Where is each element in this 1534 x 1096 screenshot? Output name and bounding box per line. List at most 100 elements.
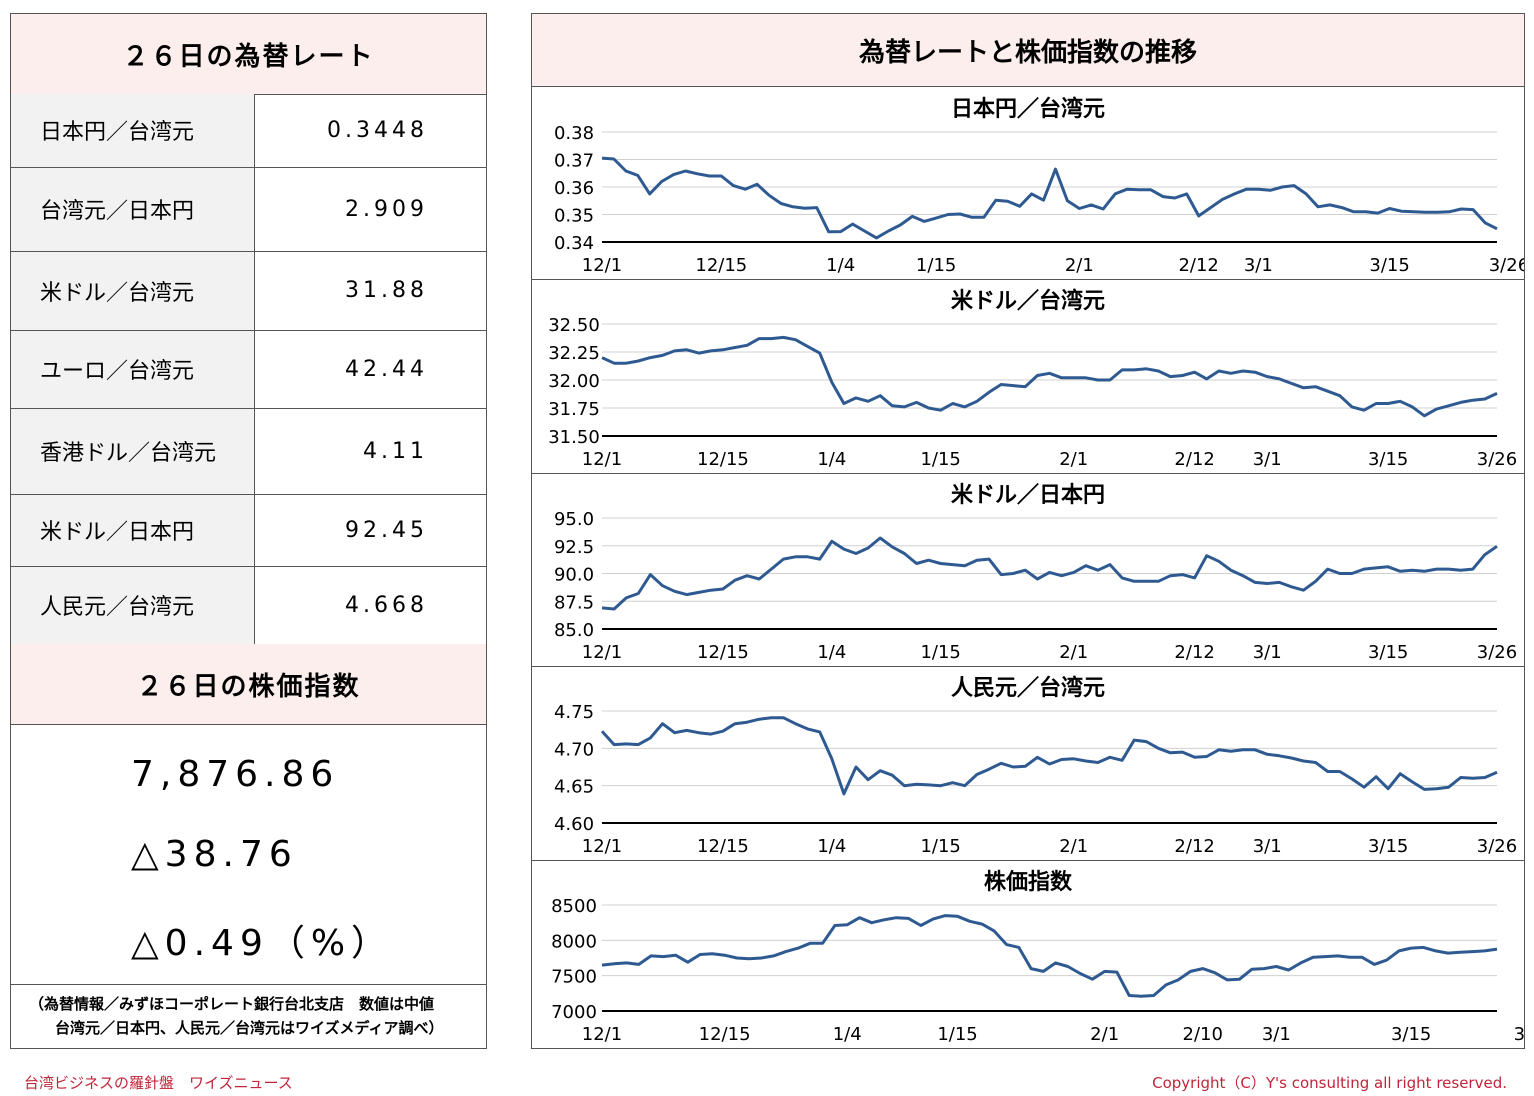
y-tick-label: 0.35: [554, 206, 594, 227]
source-note-line1: （為替情報／みずほコーポレート銀行台北支店 数値は中値: [29, 995, 435, 1013]
series-line: [601, 536, 1498, 611]
rate-value: 2.909: [254, 167, 486, 252]
rate-value: 31.88: [254, 251, 486, 331]
x-tick-label: 2/1: [1065, 255, 1094, 276]
rate-row: 日本円／台湾元 0.3448: [11, 94, 486, 168]
x-tick-label: 2/12: [1174, 642, 1214, 663]
y-tick-label: 0.36: [554, 178, 594, 199]
x-tick-label: 2/12: [1174, 836, 1214, 857]
stock-title: ２６日の株価指数: [11, 644, 486, 725]
y-tick-label: 31.50: [548, 427, 600, 448]
source-note-line2: 台湾元／日本円、人民元／台湾元はワイズメディア調べ）: [55, 1019, 444, 1037]
rate-row: 米ドル／台湾元 31.88: [11, 251, 486, 331]
rates-panel: ２６日の為替レート 日本円／台湾元 0.3448 台湾元／日本円 2.909 米ドル／台…: [10, 13, 487, 1049]
y-tick-label: 8000: [551, 931, 597, 952]
rate-row: 台湾元／日本円 2.909: [11, 167, 486, 252]
x-tick-label: 12/1: [582, 1024, 622, 1045]
chart-title: 人民元／台湾元: [950, 676, 1105, 701]
charts-panel: 為替レートと株価指数の推移 日本円／台湾元 0.38 0.37 0.36 0.35 0.3…: [531, 13, 1525, 1049]
x-tick-label: 1/15: [920, 642, 960, 663]
footer-copyright: Copyright（C）Y's consulting all right res…: [1152, 1074, 1507, 1092]
y-tick-label: 87.5: [554, 592, 594, 613]
chart-2: 米ドル／日本円 95.0 92.5 90.0 87.5 85.0 12/1 12/15 1/4 1…: [532, 473, 1524, 667]
x-tick-label: 1/4: [817, 642, 846, 663]
x-tick-label: 12/1: [582, 642, 622, 663]
x-tick-label: 3/15: [1391, 1024, 1431, 1045]
rate-value: 4.668: [254, 566, 486, 645]
x-tick-label: 3/15: [1368, 449, 1408, 470]
rate-row: 香港ドル／台湾元 4.11: [11, 408, 486, 495]
rate-value: 0.3448: [254, 94, 486, 168]
y-tick-label: 7500: [551, 967, 597, 988]
x-tick-label: 3/15: [1369, 255, 1409, 276]
rates-title: ２６日の為替レート: [11, 14, 486, 95]
stock-index-change-percent: △0.49（%）: [131, 923, 394, 964]
x-tick-label: 1/4: [817, 449, 846, 470]
source-note: （為替情報／みずほコーポレート銀行台北支店 数値は中値 台湾元／日本円、人民元／…: [11, 992, 486, 1040]
x-tick-label: 3/26: [1477, 642, 1517, 663]
x-tick-label: 2/1: [1059, 642, 1088, 663]
y-tick-label: 32.25: [548, 343, 600, 364]
rate-pair-label: ユーロ／台湾元: [11, 330, 255, 409]
rate-row: ユーロ／台湾元 42.44: [11, 330, 486, 409]
x-tick-label: 3/1: [1262, 1024, 1291, 1045]
x-tick-label: 1/15: [920, 449, 960, 470]
series-line: [601, 914, 1498, 998]
x-tick-label: 12/15: [699, 1024, 751, 1045]
y-tick-label: 4.75: [554, 702, 594, 723]
rate-pair-label: 米ドル／台湾元: [11, 251, 255, 331]
x-tick-label: 12/1: [582, 255, 622, 276]
rates-table: 日本円／台湾元 0.3448 台湾元／日本円 2.909 米ドル／台湾元 31.88 ユーロ…: [11, 94, 486, 645]
x-tick-label: 2/1: [1090, 1024, 1119, 1045]
x-tick-label: 3/26: [1489, 255, 1524, 276]
x-tick-label: 3/26: [1477, 836, 1517, 857]
rate-pair-label: 米ドル／日本円: [11, 494, 255, 567]
y-tick-label: 85.0: [554, 620, 594, 641]
stock-index-change: △38.76: [131, 834, 298, 875]
y-tick-label: 7000: [551, 1002, 597, 1023]
x-tick-label: 1/15: [937, 1024, 977, 1045]
y-tick-label: 0.38: [554, 123, 594, 144]
x-tick-label: 12/15: [697, 642, 749, 663]
chart-title: 米ドル／台湾元: [950, 289, 1105, 314]
y-tick-label: 32.50: [548, 315, 600, 336]
rate-pair-label: 台湾元／日本円: [11, 167, 255, 252]
y-tick-label: 4.70: [554, 739, 594, 760]
rate-pair-label: 香港ドル／台湾元: [11, 408, 255, 495]
x-tick-label: 12/1: [582, 836, 622, 857]
rate-value: 92.45: [254, 494, 486, 567]
stock-index-value: 7,876.86: [131, 754, 340, 795]
x-tick-label: 2/12: [1178, 255, 1218, 276]
x-tick-label: 3/1: [1244, 255, 1273, 276]
x-tick-label: 1/4: [817, 836, 846, 857]
x-tick-label: 2/10: [1183, 1024, 1223, 1045]
x-tick-label: 12/15: [697, 449, 749, 470]
y-tick-label: 0.34: [554, 233, 594, 254]
rate-row: 米ドル／日本円 92.45: [11, 494, 486, 567]
x-tick-label: 3/1: [1253, 642, 1282, 663]
rate-value: 4.11: [254, 408, 486, 495]
x-tick-label: 12/1: [582, 449, 622, 470]
chart-title: 米ドル／日本円: [950, 483, 1105, 508]
x-tick-label: 3/26: [1477, 449, 1517, 470]
series-line: [601, 156, 1498, 240]
rate-pair-label: 人民元／台湾元: [11, 566, 255, 645]
y-tick-label: 90.0: [554, 565, 594, 586]
chart-title: 日本円／台湾元: [950, 97, 1105, 122]
y-tick-label: 32.00: [548, 371, 600, 392]
rate-pair-label: 日本円／台湾元: [11, 94, 255, 168]
y-tick-label: 92.5: [554, 537, 594, 558]
chart-3: 人民元／台湾元 4.75 4.70 4.65 4.60 12/1 12/15 1/4 1/15 2…: [532, 666, 1524, 861]
y-tick-label: 0.37: [554, 151, 594, 172]
x-tick-label: 2/1: [1059, 836, 1088, 857]
series-line: [600, 716, 1498, 796]
x-tick-label: 2/12: [1174, 449, 1214, 470]
x-tick-label: 1/15: [916, 255, 956, 276]
x-tick-label: 12/15: [695, 255, 747, 276]
y-tick-label: 4.65: [554, 777, 594, 798]
x-tick-label: 1/4: [826, 255, 855, 276]
x-tick-label: 2/1: [1059, 449, 1088, 470]
